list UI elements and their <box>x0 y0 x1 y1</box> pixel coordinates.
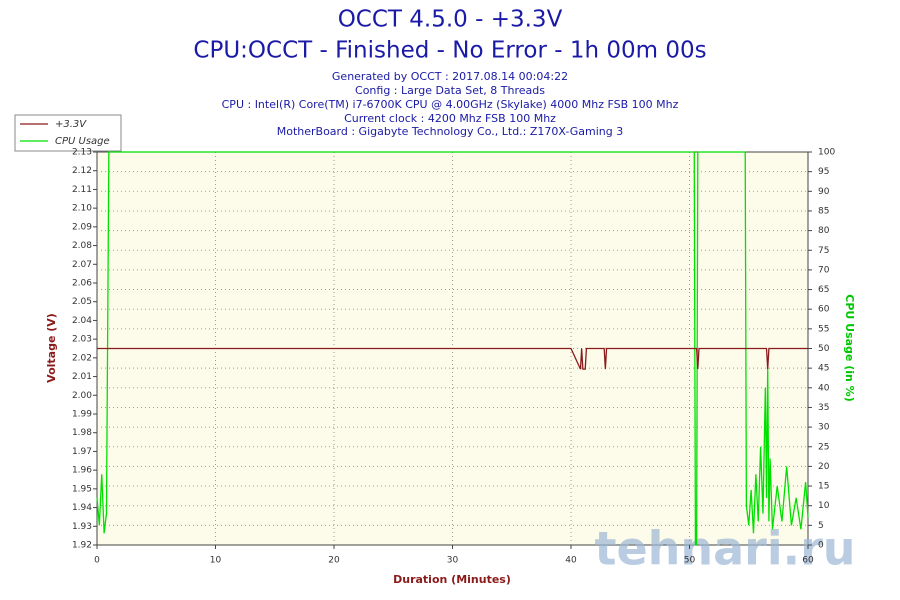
y-tick-label: 2.05 <box>72 297 92 307</box>
y-tick-label: 1.95 <box>72 484 92 494</box>
y2-tick-label: 60 <box>818 305 830 315</box>
y-tick-label: 1.99 <box>72 410 92 420</box>
info: Generated by OCCT : 2017.08.14 00:04:22 … <box>222 70 679 138</box>
y-tick-label: 2.08 <box>72 241 92 251</box>
y-tick-label: 2.01 <box>72 372 92 382</box>
y2-tick-label: 0 <box>818 541 824 551</box>
y2-tick-label: 55 <box>818 324 829 334</box>
y2-tick-label: 10 <box>818 501 830 511</box>
info-line: Current clock : 4200 Mhz FSB 100 Mhz <box>344 112 556 125</box>
x-tick-label: 0 <box>94 556 100 566</box>
y-tick-label: 2.10 <box>72 204 92 214</box>
legend-label: CPU Usage <box>55 136 110 147</box>
y-tick-label: 2.13 <box>72 148 92 158</box>
series-line <box>96 151 809 546</box>
y2-tick-label: 20 <box>818 462 830 472</box>
x-tick-label: 30 <box>447 556 459 566</box>
y2-tick-label: 95 <box>818 167 829 177</box>
y-tick-label: 1.92 <box>72 541 92 551</box>
y-tick-label: 1.93 <box>72 522 92 532</box>
y2-tick-label: 100 <box>818 148 835 158</box>
y-tick-label: 2.07 <box>72 260 92 270</box>
y2-tick-label: 70 <box>818 265 830 275</box>
y2-tick-label: 85 <box>818 206 829 216</box>
y2-tick-label: 90 <box>818 187 830 197</box>
legend <box>14 114 122 152</box>
y-tick-label: 2.06 <box>72 279 92 289</box>
y-tick-label: 2.03 <box>72 335 92 345</box>
y-tick-label: 2.12 <box>72 166 92 176</box>
watermark: tehnari.ru <box>594 522 855 576</box>
y-tick-label: 2.04 <box>72 316 92 326</box>
y-axis-label: Voltage (V) <box>45 313 58 383</box>
legend-label: +3.3V <box>55 119 87 130</box>
y2-tick-label: 5 <box>818 521 824 531</box>
y2-tick-label: 35 <box>818 403 829 413</box>
y-tick-label: 1.94 <box>72 503 92 513</box>
info-line: Generated by OCCT : 2017.08.14 00:04:22 <box>332 70 568 83</box>
x-tick-label: 60 <box>802 556 814 566</box>
y2-tick-label: 15 <box>818 482 829 492</box>
y2-tick-label: 30 <box>818 423 830 433</box>
y-tick-label: 2.11 <box>72 185 92 195</box>
y-tick-label: 1.97 <box>72 447 92 457</box>
y-tick-label: 1.96 <box>72 466 92 476</box>
x-axis-label: Duration (Minutes) <box>393 573 511 586</box>
x-tick-label: 40 <box>565 556 577 566</box>
y-tick-label: 2.02 <box>72 353 92 363</box>
x-tick-label: 50 <box>684 556 696 566</box>
y2-tick-label: 75 <box>818 246 829 256</box>
info-line: CPU : Intel(R) Core(TM) i7-6700K CPU @ 4… <box>222 98 679 111</box>
x-tick-label: 10 <box>210 556 222 566</box>
y2-tick-label: 25 <box>818 442 829 452</box>
y2-tick-label: 50 <box>818 344 830 354</box>
series-line <box>97 347 808 370</box>
y-tick-label: 2.00 <box>72 391 92 401</box>
y2-axis-label: CPU Usage (in %) <box>843 294 856 401</box>
y2-tick-label: 65 <box>818 285 829 295</box>
y2-tick-label: 45 <box>818 364 829 374</box>
x-tick-label: 20 <box>328 556 340 566</box>
info-line: MotherBoard : Gigabyte Technology Co., L… <box>277 125 624 138</box>
info-line: Config : Large Data Set, 8 Threads <box>355 84 545 97</box>
y2-tick-label: 40 <box>818 383 830 393</box>
y2-tick-label: 80 <box>818 226 830 236</box>
chart-subtitle: CPU:OCCT - Finished - No Error - 1h 00m … <box>193 38 706 64</box>
y-tick-label: 2.09 <box>72 222 92 232</box>
chart-title: OCCT 4.5.0 - +3.3V <box>338 7 563 33</box>
y-tick-label: 1.98 <box>72 428 92 438</box>
